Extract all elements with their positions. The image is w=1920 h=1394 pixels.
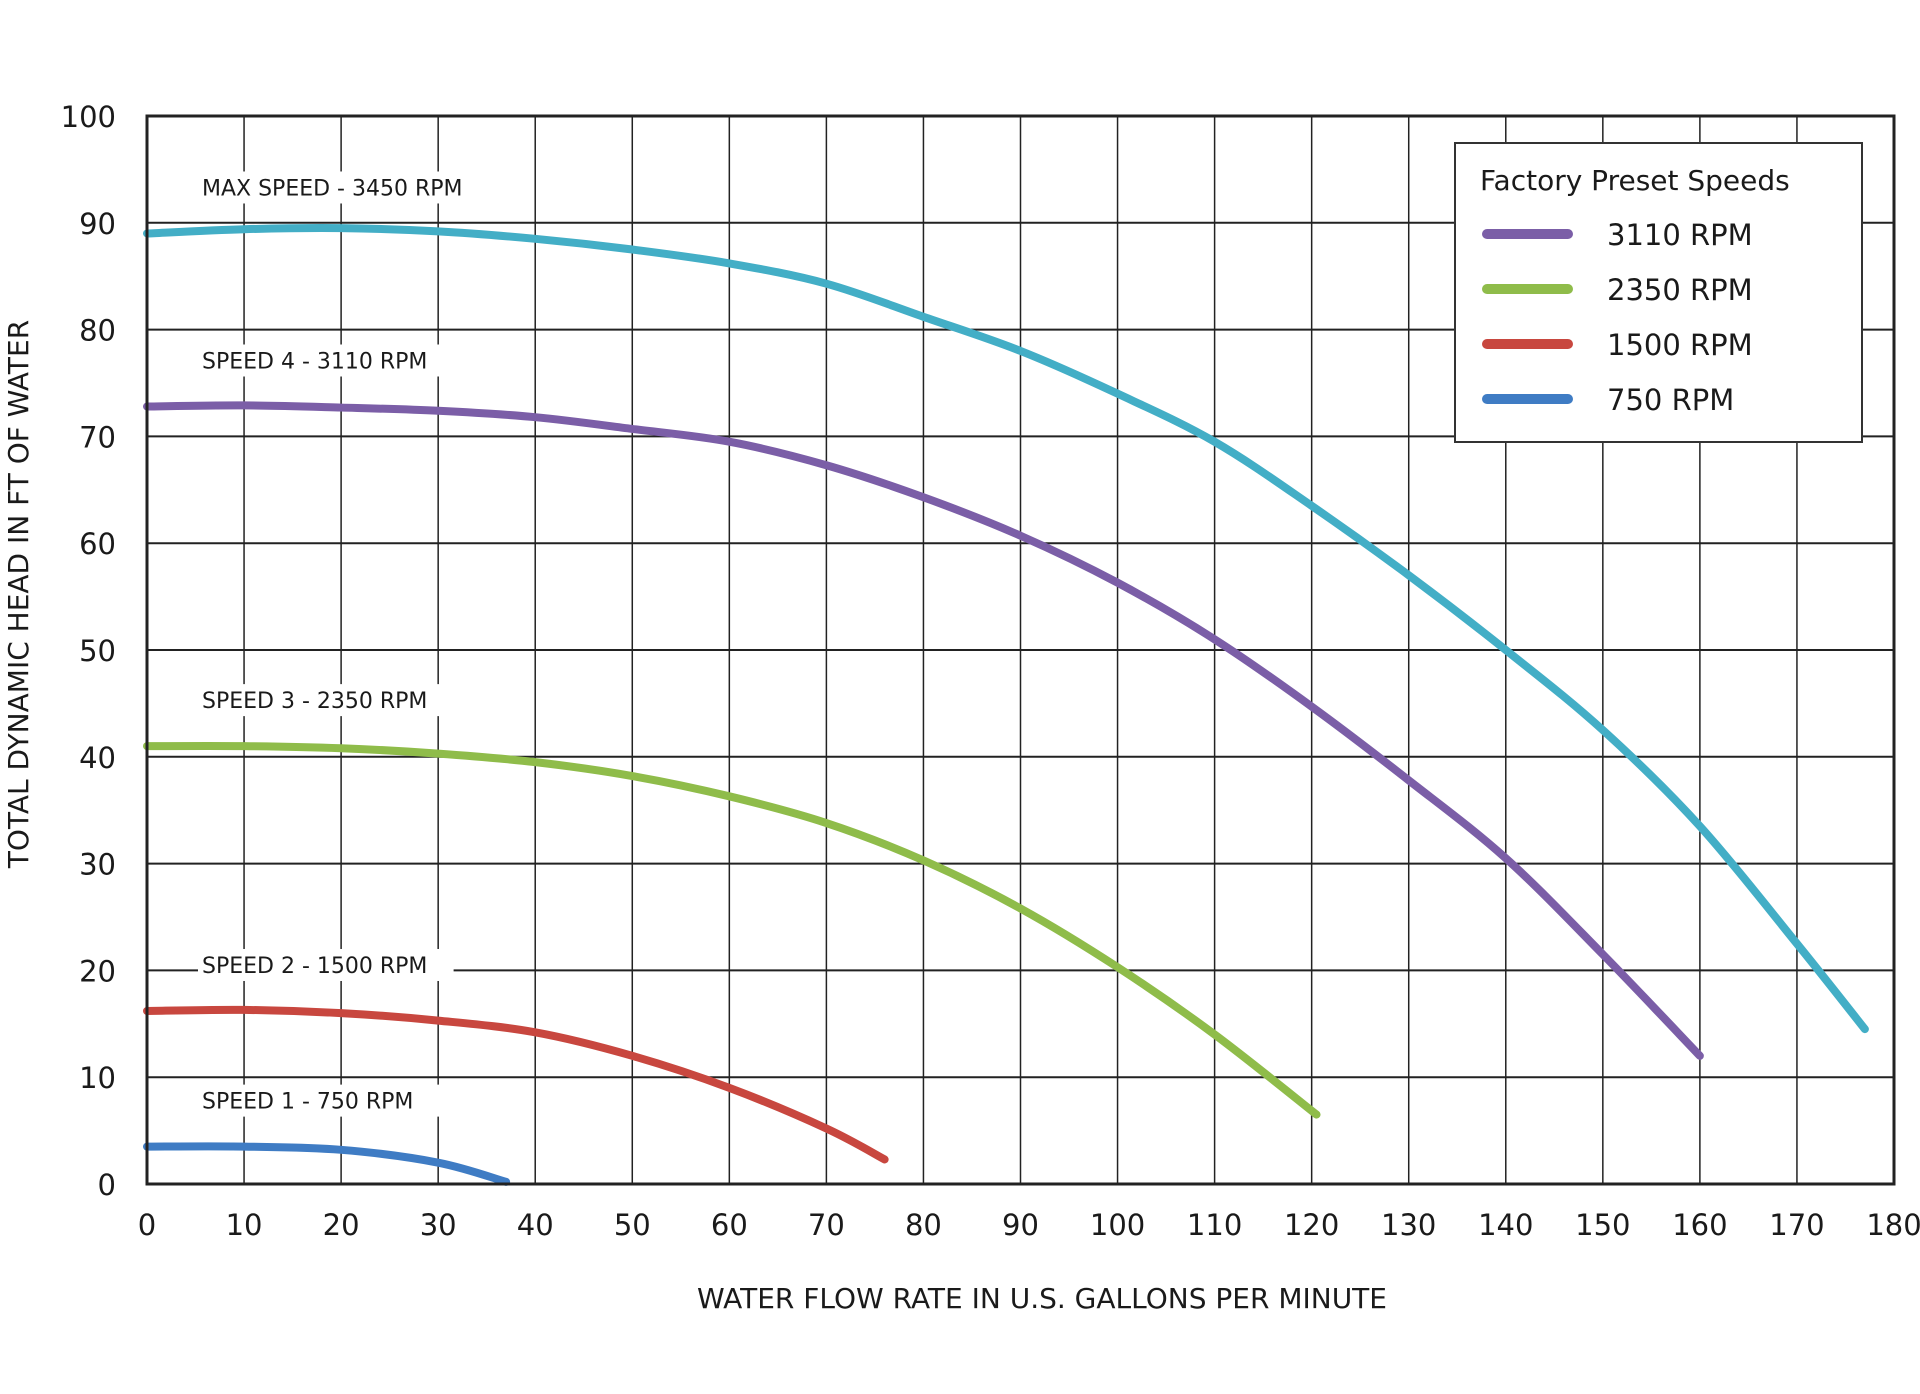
- x-tick-labels: 0 10 20 30 40 50 60 70 80 90 100 110 120 130 140 150 160…: [138, 1208, 1920, 1242]
- series-curve-3: [143, 1005, 889, 1164]
- x-tick-label: 20: [323, 1208, 360, 1242]
- y-axis-label: TOTAL DYNAMIC HEAD IN FT OF WATER: [2, 320, 35, 869]
- plot-border: [145, 114, 1896, 1186]
- legend-entry-label: 2350 RPM: [1607, 273, 1753, 307]
- x-tick-label: 130: [1381, 1208, 1436, 1242]
- curve-label: SPEED 2 - 1500 RPM: [202, 954, 427, 979]
- series-curve-1: [143, 401, 1704, 1060]
- y-tick-label: 60: [79, 527, 116, 561]
- curve-label-bg: [198, 171, 482, 204]
- series-curve-4: [143, 1142, 511, 1186]
- x-tick-label: 100: [1090, 1208, 1145, 1242]
- y-tick-label: 30: [79, 848, 116, 882]
- x-tick-label: 170: [1769, 1208, 1824, 1242]
- curve-label-bg: [198, 948, 454, 981]
- legend-entry-label: 3110 RPM: [1607, 218, 1753, 252]
- curve-label: SPEED 1 - 750 RPM: [202, 1090, 413, 1115]
- curve-label-bg: [198, 344, 454, 377]
- x-tick-label: 50: [614, 1208, 651, 1242]
- y-tick-labels: 0 10 20 30 40 50 60 70 80 90 100: [61, 100, 116, 1202]
- x-tick-label: 30: [420, 1208, 457, 1242]
- x-tick-label: 120: [1284, 1208, 1339, 1242]
- series-curve-0: [143, 224, 1869, 1034]
- x-tick-label: 160: [1672, 1208, 1727, 1242]
- y-tick-label: 70: [79, 420, 116, 454]
- x-tick-label: 40: [517, 1208, 554, 1242]
- y-tick-label: 90: [79, 207, 116, 241]
- y-tick-label: 50: [79, 634, 116, 668]
- curve-label: SPEED 4 - 3110 RPM: [202, 349, 427, 374]
- series-curve-2: [143, 741, 1321, 1119]
- x-tick-label: 140: [1478, 1208, 1533, 1242]
- x-tick-label: 90: [1002, 1208, 1039, 1242]
- x-tick-label: 0: [138, 1208, 156, 1242]
- y-tick-label: 80: [79, 314, 116, 348]
- y-tick-label: 100: [61, 100, 116, 134]
- curve-label-bg: [198, 1084, 440, 1117]
- x-tick-label: 110: [1187, 1208, 1242, 1242]
- x-tick-label: 180: [1866, 1208, 1920, 1242]
- curve-label: MAX SPEED - 3450 RPM: [202, 176, 463, 201]
- x-axis-label: WATER FLOW RATE IN U.S. GALLONS PER MINU…: [697, 1282, 1387, 1315]
- x-tick-label: 10: [226, 1208, 263, 1242]
- x-tick-label: 80: [905, 1208, 942, 1242]
- legend-title: Factory Preset Speeds: [1480, 164, 1790, 197]
- curve-label: SPEED 3 - 2350 RPM: [202, 689, 427, 714]
- x-tick-label: 60: [711, 1208, 748, 1242]
- curve-labels: MAX SPEED - 3450 RPM SPEED 4 - 3110 RPM SP…: [198, 171, 482, 1117]
- y-tick-label: 20: [79, 954, 116, 988]
- x-tick-label: 150: [1575, 1208, 1630, 1242]
- y-tick-label: 10: [79, 1061, 116, 1095]
- y-tick-label: 0: [98, 1168, 116, 1202]
- curves: [143, 224, 1869, 1186]
- legend-entry-label: 1500 RPM: [1607, 328, 1753, 362]
- legend: Factory Preset Speeds 3110 RPM 2350 RPM 15…: [1454, 142, 1863, 443]
- legend-entry-label: 750 RPM: [1607, 383, 1734, 417]
- y-tick-label: 40: [79, 741, 116, 775]
- curve-label-bg: [198, 684, 454, 717]
- x-tick-label: 70: [808, 1208, 845, 1242]
